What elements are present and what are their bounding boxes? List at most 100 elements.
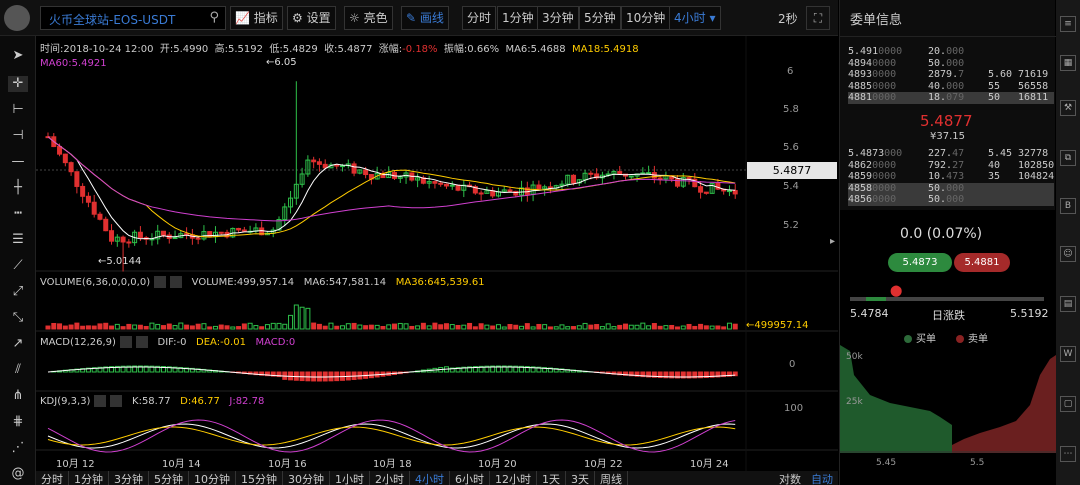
- bottom-tab[interactable]: 10分钟: [189, 471, 236, 485]
- kdj-close-icon[interactable]: [110, 395, 123, 407]
- calc-icon[interactable]: ▢: [1060, 396, 1076, 412]
- indicators-button[interactable]: 📈 指标: [230, 6, 283, 30]
- fibonacci-icon[interactable]: ⋕: [12, 414, 24, 429]
- volume-bar: [623, 323, 628, 330]
- vertical-line-icon[interactable]: ┼: [14, 180, 22, 195]
- bottom-tab[interactable]: 1小时: [330, 471, 370, 485]
- fullscreen-icon[interactable]: ⛶: [806, 6, 830, 30]
- macd-title: MACD(12,26,9): [40, 337, 116, 348]
- bottom-tab[interactable]: 1天: [537, 471, 566, 485]
- ask-row[interactable]: 48810000 18.079 50 16811: [848, 92, 1054, 104]
- draw-button[interactable]: ✎ 画线: [401, 6, 449, 30]
- ask-row[interactable]: 48940000 50.000: [848, 58, 1054, 70]
- cursor-icon[interactable]: ➤: [12, 48, 24, 63]
- horizontal-line-icon[interactable]: —: [11, 154, 25, 169]
- collapse-arrow-icon[interactable]: ▸: [830, 236, 836, 247]
- volume-bar: [403, 323, 409, 330]
- more-icon[interactable]: ⋯: [1060, 446, 1076, 462]
- trend-line-icon[interactable]: ⟋: [13, 258, 23, 273]
- bottom-tab[interactable]: 周线: [595, 471, 628, 485]
- extended-line-icon[interactable]: ⤡: [12, 310, 24, 325]
- ray-icon[interactable]: ⤢: [12, 284, 24, 299]
- bid-row[interactable]: 5.4873000 227.47 5.45 32778: [848, 148, 1054, 160]
- bottom-tab[interactable]: 15分钟: [236, 471, 283, 485]
- best-bid-button[interactable]: 5.4873: [888, 253, 952, 272]
- bottom-tab[interactable]: 1分钟: [69, 471, 109, 485]
- order-price-dec: 0000: [872, 171, 897, 182]
- grid-icon[interactable]: ▤: [1060, 296, 1076, 312]
- horizontal-segment-icon[interactable]: ⊢: [12, 102, 24, 117]
- chart-area[interactable]: [36, 36, 838, 485]
- volume-settings-icon[interactable]: [154, 276, 167, 288]
- bid-row[interactable]: 48620000 792.27 40 102850: [848, 160, 1054, 172]
- macd-bar: [143, 365, 149, 373]
- pitchfork-icon[interactable]: ⋔: [12, 388, 24, 403]
- volume-bar: [143, 325, 149, 330]
- copy-icon[interactable]: ⧉: [1060, 150, 1076, 166]
- ask-row[interactable]: 48850000 40.000 55 56558: [848, 81, 1054, 93]
- order-amount-dec: 000: [946, 46, 965, 57]
- interval-tab-10min[interactable]: 10分钟: [621, 6, 671, 30]
- macd-bar: [259, 371, 265, 376]
- bottom-tab[interactable]: 6小时: [450, 471, 490, 485]
- log-scale-toggle[interactable]: 对数: [779, 473, 801, 485]
- ask-row[interactable]: 5.4910000 20.000: [848, 46, 1054, 58]
- interval-tab-timeline[interactable]: 分时: [462, 6, 497, 30]
- bottom-tab[interactable]: 3天: [566, 471, 595, 485]
- book-icon[interactable]: B: [1060, 198, 1076, 214]
- macd-bar: [472, 366, 478, 373]
- bid-row[interactable]: 48590000 10.473 35 104824: [848, 171, 1054, 183]
- interval-tab-5min[interactable]: 5分钟: [579, 6, 621, 30]
- macd-bar: [524, 366, 530, 373]
- spiral-icon[interactable]: @: [11, 466, 25, 481]
- bottom-tab[interactable]: 分时: [36, 471, 69, 485]
- time-value: 2018-10-24 12:00: [63, 44, 154, 55]
- macd-bar: [91, 367, 97, 373]
- interval-dropdown[interactable]: 4小时 ▾: [669, 6, 721, 30]
- bottom-tab[interactable]: 2小时: [370, 471, 410, 485]
- refresh-speed[interactable]: 2秒: [778, 12, 798, 26]
- auto-scale-toggle[interactable]: 自动: [811, 473, 833, 485]
- hammer-icon[interactable]: ⚒: [1060, 100, 1076, 116]
- parallel-lines-icon[interactable]: ⫽: [15, 362, 21, 377]
- horizontal-ray-icon[interactable]: ⊣: [12, 128, 24, 143]
- macd-settings-icon[interactable]: [119, 336, 132, 348]
- list-icon[interactable]: ≡: [1060, 16, 1076, 32]
- order-price: 48850000: [848, 80, 897, 92]
- bright-button[interactable]: ☼ 亮色: [344, 6, 393, 30]
- bottom-tab-active[interactable]: 4小时: [410, 471, 450, 485]
- w-icon[interactable]: W: [1060, 346, 1076, 362]
- kdj-settings-icon[interactable]: [94, 395, 107, 407]
- bid-row[interactable]: 48560000 50.000: [848, 194, 1054, 206]
- order-col1: 40: [988, 159, 1001, 171]
- interval-tab-3min[interactable]: 3分钟: [537, 6, 579, 30]
- symbol-search-input[interactable]: 火币全球站-EOS-USDT ⚲: [40, 6, 226, 30]
- best-ask-button[interactable]: 5.4881: [954, 253, 1010, 272]
- open-label: 开:: [159, 44, 174, 55]
- volume-bar: [340, 325, 346, 330]
- interval-tab-1min[interactable]: 1分钟: [497, 6, 539, 30]
- bid-row[interactable]: 48580000 50.000: [848, 182, 1054, 194]
- macd-bar: [172, 366, 178, 373]
- day-range-label: 日涨跌: [932, 309, 965, 322]
- bottom-tab[interactable]: 3分钟: [109, 471, 149, 485]
- fan-icon[interactable]: ⋰: [11, 440, 25, 455]
- order-col1: 50: [988, 92, 1001, 103]
- macd-close-icon[interactable]: [135, 336, 148, 348]
- chart-canvas[interactable]: [36, 36, 838, 471]
- bottom-tab[interactable]: 12小时: [490, 471, 537, 485]
- ask-row[interactable]: 48930000 2879.7 5.60 71619: [848, 69, 1054, 81]
- chart-icon[interactable]: ▦: [1060, 55, 1076, 71]
- user-icon[interactable]: ☺: [1060, 246, 1076, 262]
- bottom-tab[interactable]: 5分钟: [149, 471, 189, 485]
- volume-close-icon[interactable]: [170, 276, 183, 288]
- settings-button[interactable]: ⚙ 设置: [287, 6, 336, 30]
- volume-bar: [409, 325, 415, 330]
- parallel-channel-icon[interactable]: ☰: [12, 232, 24, 247]
- arrow-line-icon[interactable]: ↗: [12, 336, 24, 351]
- price-line-icon[interactable]: ┅: [14, 206, 22, 221]
- crosshair-icon[interactable]: ✛: [8, 76, 28, 92]
- order-amount-dec: 079: [946, 92, 965, 103]
- search-icon[interactable]: ⚲: [209, 10, 219, 25]
- bottom-tab[interactable]: 30分钟: [283, 471, 330, 485]
